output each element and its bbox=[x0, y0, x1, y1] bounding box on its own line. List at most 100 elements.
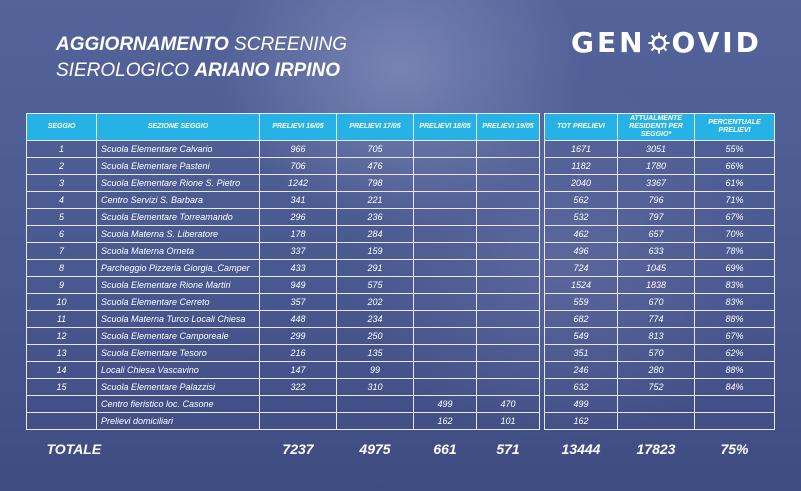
header-prelievi-17: PRELIEVI 17/05 bbox=[336, 113, 414, 141]
cell-percentuale: 66% bbox=[694, 157, 775, 175]
cell-prelievi-19 bbox=[476, 191, 540, 209]
cell-seggio: 1 bbox=[26, 140, 97, 158]
cell-prelievi-19 bbox=[476, 242, 540, 260]
cell-tot-prelievi: 351 bbox=[544, 344, 618, 362]
cell-prelievi-17: 250 bbox=[336, 327, 414, 345]
cell-seggio: 3 bbox=[26, 174, 97, 192]
cell-prelievi-18 bbox=[413, 225, 477, 243]
cell-percentuale: 69% bbox=[694, 259, 775, 277]
cell-percentuale: 83% bbox=[694, 293, 775, 311]
cell-prelievi-16: 1242 bbox=[259, 174, 337, 192]
cell-residenti: 796 bbox=[617, 191, 695, 209]
cell-residenti: 657 bbox=[617, 225, 695, 243]
cell-prelievi-18 bbox=[413, 242, 477, 260]
cell-percentuale bbox=[694, 412, 775, 430]
cell-prelievi-16: 178 bbox=[259, 225, 337, 243]
cell-tot-prelievi: 1671 bbox=[544, 140, 618, 158]
cell-tot-prelievi: 1524 bbox=[544, 276, 618, 294]
cell-residenti: 633 bbox=[617, 242, 695, 260]
cell-tot-prelievi: 532 bbox=[544, 208, 618, 226]
table-row: 8 Parcheggio Pizzeria Giorgia_Camper 433 29… bbox=[26, 259, 775, 277]
cell-residenti: 670 bbox=[617, 293, 695, 311]
cell-prelievi-19 bbox=[476, 327, 540, 345]
cell-tot-prelievi: 499 bbox=[544, 395, 618, 413]
header-tot-prelievi: TOT PRELIEVI bbox=[544, 113, 618, 141]
cell-prelievi-16: 433 bbox=[259, 259, 337, 277]
cell-prelievi-18 bbox=[413, 191, 477, 209]
total-prelievi-18: 661 bbox=[433, 441, 457, 457]
table-row: 1 Scuola Elementare Calvario 966 705 1671 305… bbox=[26, 140, 775, 158]
cell-seggio: 14 bbox=[26, 361, 97, 379]
table-row: 9 Scuola Elementare Rione Martiri 949 575 15… bbox=[26, 276, 775, 294]
cell-tot-prelievi: 162 bbox=[544, 412, 618, 430]
header-prelievi-18: PRELIEVI 18/05 bbox=[413, 113, 477, 141]
cell-tot-prelievi: 462 bbox=[544, 225, 618, 243]
total-prelievi-17: 4975 bbox=[359, 441, 391, 457]
cell-residenti bbox=[617, 395, 695, 413]
cell-prelievi-17: 234 bbox=[336, 310, 414, 328]
cell-prelievi-17: 291 bbox=[336, 259, 414, 277]
cell-prelievi-18 bbox=[413, 276, 477, 294]
table-row: 5 Scuola Elementare Torreamando 296 236 532 7… bbox=[26, 208, 775, 226]
header-prelievi-16: PRELIEVI 16/05 bbox=[259, 113, 337, 141]
header-residenti: ATTUALMENTE RESIDENTI PER SEGGIO* bbox=[617, 113, 695, 141]
table-row: 6 Scuola Materna S. Liberatore 178 284 462 65… bbox=[26, 225, 775, 243]
cell-prelievi-19 bbox=[476, 140, 540, 158]
cell-prelievi-19 bbox=[476, 174, 540, 192]
cell-prelievi-19 bbox=[476, 276, 540, 294]
cell-percentuale: 83% bbox=[694, 276, 775, 294]
cell-prelievi-18 bbox=[413, 327, 477, 345]
table-row: 11 Scuola Materna Turco Locali Chiesa 448 2… bbox=[26, 310, 775, 328]
cell-prelievi-16: 216 bbox=[259, 344, 337, 362]
title-line-1: AGGIORNAMENTO SCREENING bbox=[56, 34, 348, 55]
table-row: 14 Locali Chiesa Vascavino 147 99 246 280 88% bbox=[26, 361, 775, 379]
cell-prelievi-17: 798 bbox=[336, 174, 414, 192]
cell-prelievi-19 bbox=[476, 310, 540, 328]
cell-seggio: 11 bbox=[26, 310, 97, 328]
cell-percentuale: 67% bbox=[694, 327, 775, 345]
cell-residenti: 1780 bbox=[617, 157, 695, 175]
cell-percentuale: 61% bbox=[694, 174, 775, 192]
virus-icon bbox=[648, 32, 670, 53]
cell-prelievi-17: 135 bbox=[336, 344, 414, 362]
cell-seggio: 10 bbox=[26, 293, 97, 311]
header-prelievi-19: PRELIEVI 19/05 bbox=[476, 113, 540, 141]
cell-sezione: Parcheggio Pizzeria Giorgia_Camper bbox=[96, 259, 260, 277]
cell-prelievi-19 bbox=[476, 293, 540, 311]
cell-seggio: 2 bbox=[26, 157, 97, 175]
cell-tot-prelievi: 724 bbox=[544, 259, 618, 277]
cell-prelievi-17 bbox=[336, 395, 414, 413]
table-row: 12 Scuola Elementare Camporeale 299 250 549 8… bbox=[26, 327, 775, 345]
cell-seggio: 12 bbox=[26, 327, 97, 345]
cell-tot-prelievi: 549 bbox=[544, 327, 618, 345]
cell-prelievi-19 bbox=[476, 378, 540, 396]
cell-seggio: 6 bbox=[26, 225, 97, 243]
cell-residenti: 570 bbox=[617, 344, 695, 362]
cell-prelievi-18 bbox=[413, 378, 477, 396]
cell-prelievi-16: 448 bbox=[259, 310, 337, 328]
screening-table: SEGGIO SEZIONE SEGGIO PRELIEVI 16/05 PRE… bbox=[26, 113, 775, 468]
total-prelievi-19: 571 bbox=[496, 441, 520, 457]
cell-seggio: 9 bbox=[26, 276, 97, 294]
cell-residenti: 1838 bbox=[617, 276, 695, 294]
cell-prelievi-17: 159 bbox=[336, 242, 414, 260]
cell-residenti: 774 bbox=[617, 310, 695, 328]
cell-sezione: Scuola Elementare Cerreto bbox=[96, 293, 260, 311]
table-row: 15 Scuola Elementare Palazzisi 322 310 632 75… bbox=[26, 378, 775, 396]
cell-sezione: Scuola Elementare Torreamando bbox=[96, 208, 260, 226]
cell-tot-prelievi: 562 bbox=[544, 191, 618, 209]
cell-prelievi-16: 341 bbox=[259, 191, 337, 209]
cell-residenti bbox=[617, 412, 695, 430]
cell-percentuale: 88% bbox=[694, 310, 775, 328]
cell-residenti: 3367 bbox=[617, 174, 695, 192]
cell-sezione: Scuola Elementare Tesoro bbox=[96, 344, 260, 362]
cell-sezione: Scuola Materna Orneta bbox=[96, 242, 260, 260]
cell-seggio: 15 bbox=[26, 378, 97, 396]
header-sezione: SEZIONE SEGGIO bbox=[96, 113, 260, 141]
cell-tot-prelievi: 632 bbox=[544, 378, 618, 396]
cell-prelievi-17: 310 bbox=[336, 378, 414, 396]
cell-prelievi-18 bbox=[413, 157, 477, 175]
cell-prelievi-18: 162 bbox=[413, 412, 477, 430]
cell-seggio: 8 bbox=[26, 259, 97, 277]
header-percentuale: PERCENTUALE PRELIEVI bbox=[694, 113, 775, 141]
